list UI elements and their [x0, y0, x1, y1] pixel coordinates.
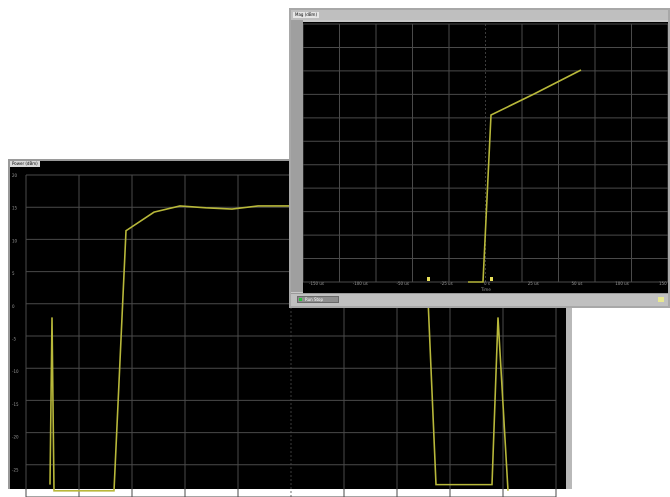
- run-stop-label: Run Stop: [305, 297, 324, 302]
- y-tick-label: -20: [12, 435, 19, 440]
- y-tick-label: 15: [12, 206, 18, 211]
- marker-icon: [427, 277, 430, 281]
- marker-swatch-icon[interactable]: [658, 297, 664, 302]
- x-tick-label: -50 us: [397, 281, 409, 286]
- magnitude-window-titlebar[interactable]: Mag (dBm): [291, 10, 668, 20]
- magnitude-y-axis-strip: [291, 20, 303, 292]
- x-tick-label: -150 us: [309, 281, 324, 286]
- x-tick-label: 25 us: [528, 281, 539, 286]
- x-tick-label: -100 us: [353, 281, 368, 286]
- marker-icon: [490, 277, 493, 281]
- x-tick-label: 50 us: [572, 281, 583, 286]
- x-tick-label: 100 us: [615, 281, 629, 286]
- status-bar: Run Stop: [291, 293, 668, 306]
- y-tick-label: 20: [12, 173, 18, 178]
- y-tick-label: -25: [12, 467, 19, 472]
- x-tick-label: 150 us: [659, 281, 668, 286]
- magnitude-trace-line: [468, 69, 582, 283]
- y-tick-label: -5: [12, 337, 16, 342]
- y-tick-label: 0: [12, 304, 15, 309]
- x-tick-label: 0 s: [484, 281, 490, 286]
- magnitude-chart: -150 us -100 us -50 us -25 us 0 s 25 us 50 us 1…: [303, 22, 668, 294]
- run-stop-button[interactable]: Run Stop: [297, 296, 339, 303]
- power-chart-title: Power (dBm): [10, 161, 40, 167]
- status-green-icon: [299, 298, 302, 301]
- x-axis-label: Time: [480, 287, 491, 292]
- x-tick-label: -25 us: [440, 281, 452, 286]
- y-tick-label: 10: [12, 238, 18, 243]
- y-tick-label: -15: [12, 402, 19, 407]
- y-tick-label: -10: [12, 369, 19, 374]
- y-tick-label: 5: [12, 271, 15, 276]
- magnitude-chart-title: Mag (dBm): [293, 12, 320, 18]
- magnitude-chart-window: Mag (dBm) -150 us -100 us -50 us -25 us 0 s 2…: [289, 8, 670, 308]
